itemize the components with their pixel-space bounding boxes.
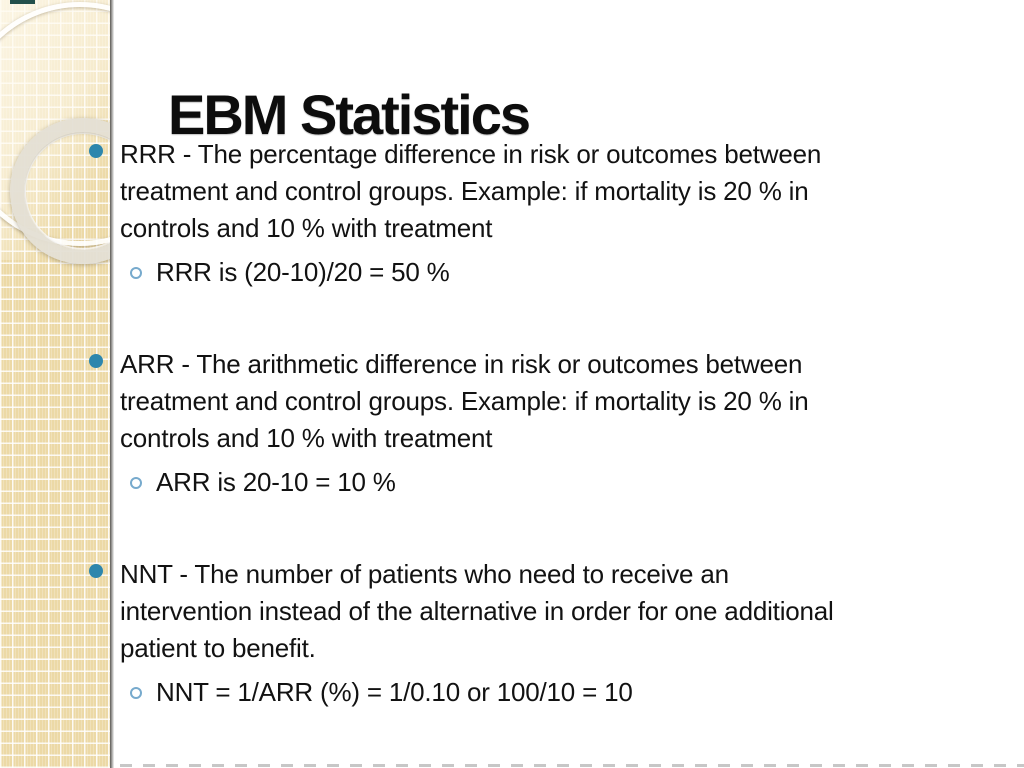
bullet-dot-icon <box>89 144 103 158</box>
open-circle-icon <box>130 267 142 279</box>
sub-bullet-row: ARR is 20-10 = 10 % <box>120 463 965 501</box>
bullet-text: RRR - The percentage difference in risk … <box>120 139 822 243</box>
bullet-item-arr: ARR - The arithmetic difference in risk … <box>89 346 965 501</box>
decorative-sidebar <box>0 0 110 768</box>
sub-bullet-text: RRR is (20-10)/20 = 50 % <box>156 257 450 287</box>
sub-bullet-row: RRR is (20-10)/20 = 50 % <box>120 253 965 291</box>
bullet-dot-icon <box>89 564 103 578</box>
sub-bullet-row: NNT = 1/ARR (%) = 1/0.10 or 100/10 = 10 <box>120 673 965 711</box>
sub-bullet-text: NNT = 1/ARR (%) = 1/0.10 or 100/10 = 10 <box>156 677 633 707</box>
bullet-text: NNT - The number of patients who need to… <box>120 559 834 663</box>
cutoff-text-remnant <box>120 764 1024 767</box>
open-circle-icon <box>130 477 142 489</box>
sub-bullet-text: ARR is 20-10 = 10 % <box>156 467 396 497</box>
sidebar-edge-shadow <box>110 0 114 768</box>
bullet-list: RRR - The percentage difference in risk … <box>89 136 965 766</box>
bullet-text: ARR - The arithmetic difference in risk … <box>120 349 809 453</box>
bullet-item-rrr: RRR - The percentage difference in risk … <box>89 136 965 291</box>
open-circle-icon <box>130 687 142 699</box>
bullet-dot-icon <box>89 354 103 368</box>
page-title: EBM Statistics <box>168 82 531 146</box>
top-edge-mark <box>10 0 35 4</box>
bullet-item-nnt: NNT - The number of patients who need to… <box>89 556 965 711</box>
